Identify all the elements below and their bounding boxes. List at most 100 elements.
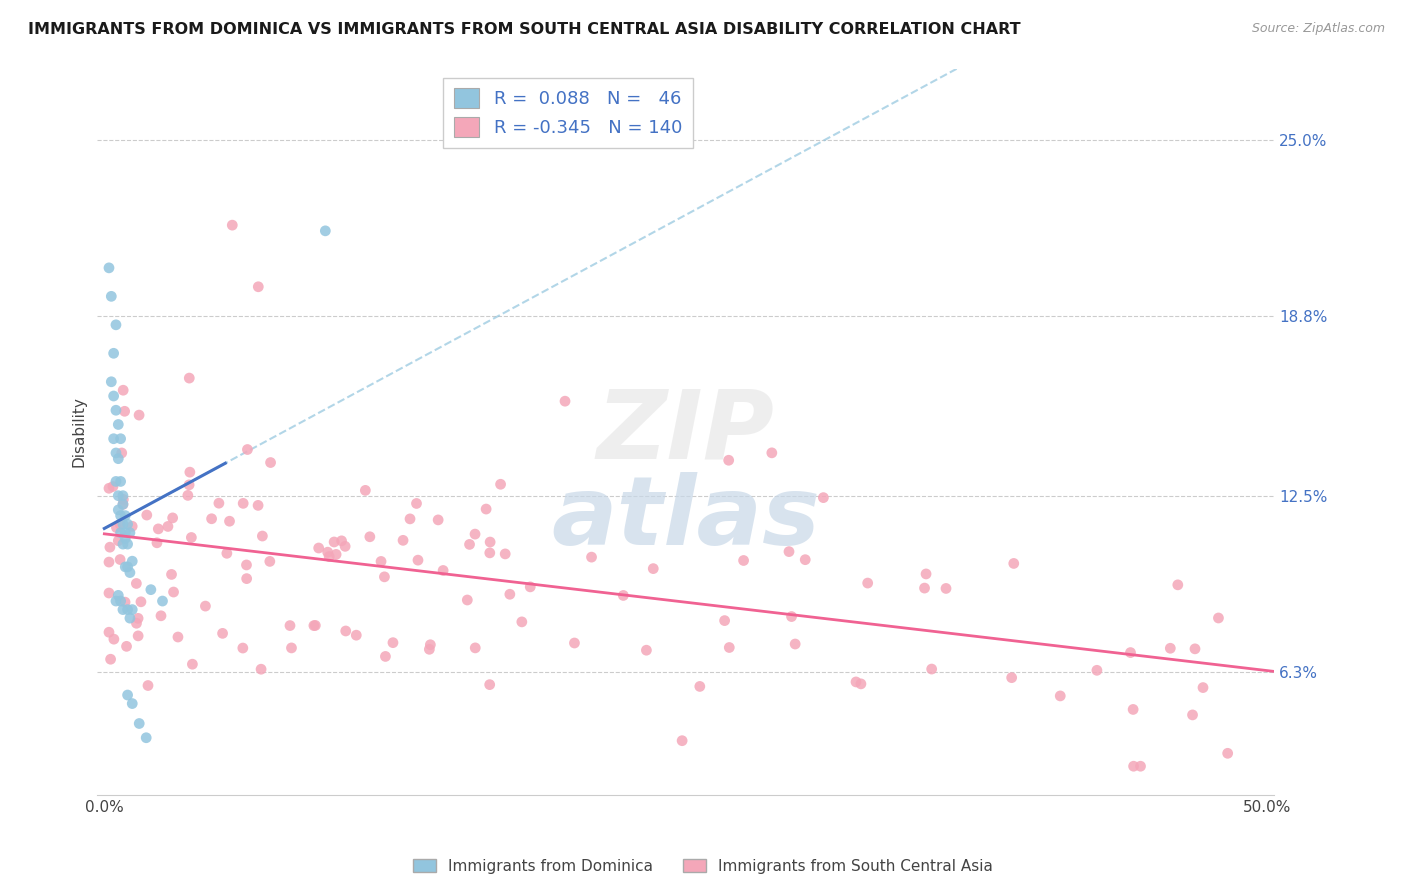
Point bbox=[718, 640, 741, 655]
Point bbox=[1122, 759, 1144, 773]
Point bbox=[105, 520, 128, 534]
Text: ZIP: ZIP bbox=[598, 385, 775, 478]
Point bbox=[211, 626, 233, 640]
Point bbox=[323, 535, 346, 549]
Point bbox=[118, 525, 141, 540]
Point bbox=[458, 537, 481, 551]
Point bbox=[432, 564, 454, 578]
Point bbox=[813, 491, 835, 505]
Point bbox=[713, 614, 735, 628]
Point bbox=[259, 456, 281, 470]
Point bbox=[419, 638, 441, 652]
Point bbox=[114, 404, 136, 418]
Point bbox=[314, 224, 336, 238]
Point bbox=[128, 716, 150, 731]
Point bbox=[179, 465, 201, 479]
Point bbox=[236, 442, 259, 457]
Point bbox=[359, 530, 381, 544]
Point bbox=[581, 550, 603, 565]
Point bbox=[118, 611, 141, 625]
Point bbox=[110, 525, 132, 540]
Point bbox=[478, 678, 501, 692]
Point bbox=[103, 632, 125, 647]
Point bbox=[167, 630, 190, 644]
Point bbox=[103, 346, 125, 360]
Point bbox=[370, 554, 392, 568]
Point bbox=[125, 616, 148, 631]
Point bbox=[499, 587, 522, 601]
Point bbox=[160, 567, 183, 582]
Point bbox=[278, 618, 301, 632]
Point bbox=[127, 629, 149, 643]
Point bbox=[845, 674, 868, 689]
Point bbox=[1208, 611, 1230, 625]
Point bbox=[778, 544, 800, 558]
Point bbox=[250, 662, 273, 676]
Point bbox=[110, 508, 132, 523]
Point bbox=[111, 517, 134, 532]
Point bbox=[405, 496, 427, 510]
Point bbox=[479, 535, 502, 549]
Point bbox=[935, 582, 957, 596]
Point bbox=[1184, 641, 1206, 656]
Point bbox=[118, 566, 141, 580]
Point bbox=[121, 554, 143, 568]
Point bbox=[733, 553, 755, 567]
Point bbox=[100, 289, 122, 303]
Y-axis label: Disability: Disability bbox=[72, 396, 86, 467]
Point bbox=[564, 636, 586, 650]
Point bbox=[235, 572, 257, 586]
Legend: Immigrants from Dominica, Immigrants from South Central Asia: Immigrants from Dominica, Immigrants fro… bbox=[406, 853, 1000, 880]
Point bbox=[114, 595, 136, 609]
Point bbox=[98, 625, 121, 640]
Point bbox=[849, 677, 872, 691]
Point bbox=[98, 540, 121, 554]
Point bbox=[136, 679, 159, 693]
Point bbox=[117, 537, 139, 551]
Point bbox=[478, 546, 501, 560]
Point bbox=[111, 497, 134, 511]
Point bbox=[107, 451, 129, 466]
Point bbox=[179, 371, 201, 385]
Point bbox=[111, 602, 134, 616]
Text: Source: ZipAtlas.com: Source: ZipAtlas.com bbox=[1251, 22, 1385, 36]
Point bbox=[104, 594, 127, 608]
Point bbox=[114, 532, 136, 546]
Point bbox=[110, 432, 132, 446]
Point bbox=[1002, 557, 1025, 571]
Point bbox=[247, 279, 270, 293]
Point bbox=[127, 611, 149, 625]
Point bbox=[111, 489, 134, 503]
Point bbox=[354, 483, 377, 498]
Point bbox=[139, 582, 162, 597]
Point bbox=[259, 554, 281, 568]
Point bbox=[121, 697, 143, 711]
Point bbox=[100, 375, 122, 389]
Point bbox=[794, 552, 817, 566]
Point bbox=[785, 637, 807, 651]
Point bbox=[761, 446, 783, 460]
Point bbox=[135, 508, 157, 522]
Point bbox=[308, 541, 330, 555]
Point bbox=[554, 394, 576, 409]
Point bbox=[689, 680, 711, 694]
Text: atlas: atlas bbox=[551, 472, 821, 566]
Point bbox=[1129, 759, 1152, 773]
Point bbox=[98, 555, 121, 569]
Point bbox=[128, 408, 150, 422]
Point bbox=[221, 218, 243, 232]
Point bbox=[232, 496, 254, 510]
Point bbox=[135, 731, 157, 745]
Point bbox=[335, 624, 357, 638]
Point bbox=[510, 615, 533, 629]
Point bbox=[215, 546, 238, 560]
Point bbox=[117, 517, 139, 532]
Point bbox=[194, 599, 217, 613]
Point bbox=[111, 537, 134, 551]
Point bbox=[921, 662, 943, 676]
Point bbox=[177, 488, 200, 502]
Point bbox=[200, 512, 222, 526]
Point bbox=[247, 499, 270, 513]
Point bbox=[117, 602, 139, 616]
Point bbox=[114, 525, 136, 540]
